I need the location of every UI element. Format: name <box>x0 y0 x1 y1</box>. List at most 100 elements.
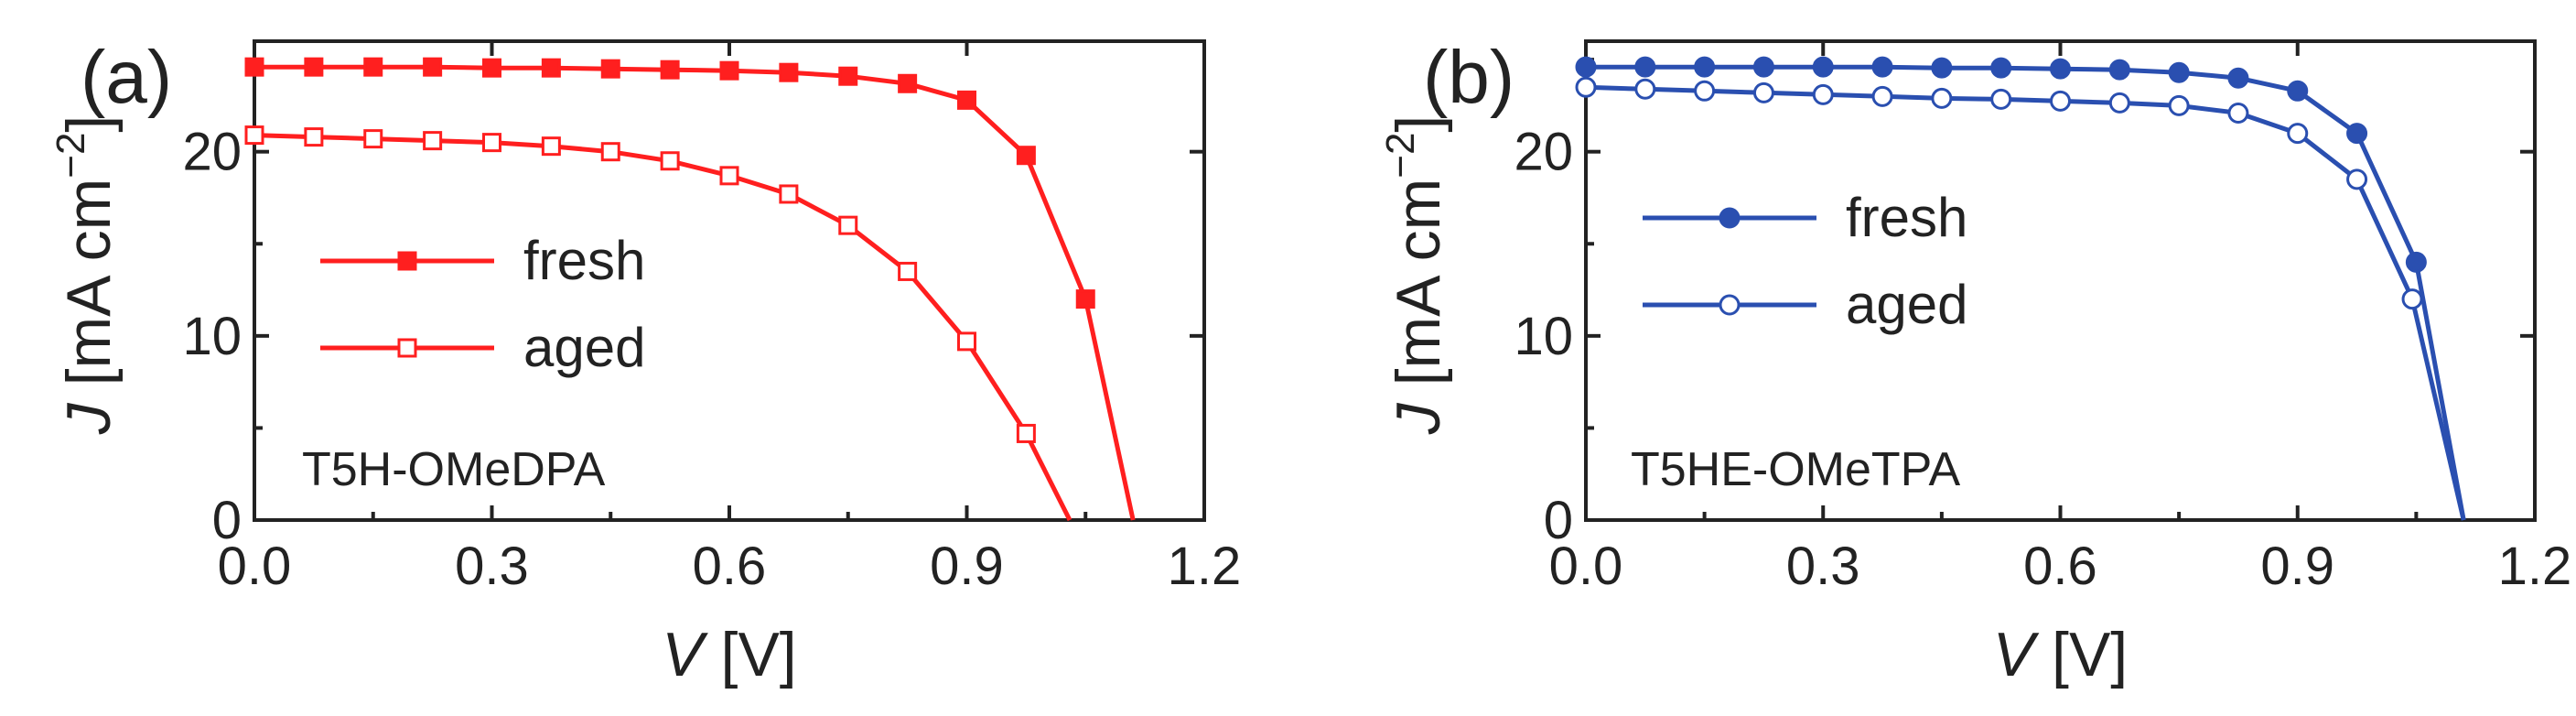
x-axis-label: V [V] <box>662 620 796 689</box>
data-point-fresh <box>2108 59 2130 81</box>
x-tick-label: 0.0 <box>1549 537 1623 596</box>
legend-marker-aged <box>397 338 417 358</box>
data-point-fresh <box>600 59 620 79</box>
x-tick-label: 0.9 <box>930 537 1004 596</box>
y-axis-close: ] <box>1384 115 1453 133</box>
x-axis-variable: V <box>662 620 708 689</box>
y-axis-close: ] <box>54 115 124 133</box>
data-point-aged <box>423 131 443 151</box>
data-point-fresh <box>838 66 858 86</box>
x-tick-label: 0.0 <box>218 537 292 596</box>
data-point-aged <box>2227 102 2249 124</box>
data-point-fresh <box>2168 61 2190 83</box>
data-point-aged <box>482 133 501 153</box>
data-point-fresh <box>2050 58 2071 80</box>
data-point-aged <box>2401 288 2423 310</box>
data-point-aged <box>2050 90 2071 112</box>
y-tick-label: 10 <box>182 307 242 366</box>
data-point-fresh <box>898 73 918 93</box>
data-point-fresh <box>957 90 976 110</box>
x-axis-unit: [V] <box>704 620 797 689</box>
x-tick-label: 0.6 <box>693 537 767 596</box>
sample-label: T5HE-OMeTPA <box>1631 443 1961 496</box>
data-point-aged <box>1752 81 1774 103</box>
y-tick-label: 10 <box>1514 307 1573 366</box>
y-axis-unit: [mA cm <box>54 179 124 404</box>
data-point-fresh <box>2227 67 2249 89</box>
legend-label-fresh: fresh <box>523 230 645 291</box>
data-point-fresh <box>541 58 561 78</box>
x-axis-variable: V <box>1993 620 2040 689</box>
data-point-aged <box>2168 94 2190 116</box>
data-point-fresh <box>1575 56 1597 78</box>
data-point-aged <box>1634 78 1656 100</box>
data-point-fresh <box>1990 57 2012 79</box>
data-point-fresh <box>779 62 799 82</box>
x-tick-label: 0.6 <box>2023 537 2097 596</box>
data-point-aged <box>660 151 680 171</box>
data-point-fresh <box>1694 56 1716 78</box>
legend-marker-aged <box>1719 294 1741 316</box>
data-point-fresh <box>2405 251 2427 273</box>
panel-a: 0.0 0.3 0.6 0.9 1.2 0 10 20 fresh aged T5H-OMeDPA (… <box>49 36 1241 689</box>
data-point-aged <box>1694 80 1716 102</box>
data-point-fresh <box>1016 146 1036 166</box>
y-tick-label: 0 <box>1544 491 1573 550</box>
y-axis-label: J [mA cm−2] <box>49 115 124 436</box>
data-point-aged <box>779 184 799 204</box>
data-point-fresh <box>304 57 324 77</box>
y-axis-label: J [mA cm−2] <box>1378 115 1453 436</box>
data-point-aged <box>838 215 858 235</box>
data-point-aged <box>1575 76 1597 98</box>
x-tick-label: 0.3 <box>455 537 529 596</box>
data-point-aged <box>898 261 918 281</box>
y-tick-label: 20 <box>182 123 242 182</box>
x-tick-label: 1.2 <box>1168 537 1242 596</box>
data-point-fresh <box>482 58 501 78</box>
y-axis-variable: J <box>54 402 124 435</box>
data-point-aged <box>1016 423 1036 443</box>
sample-label: T5H-OMeDPA <box>302 443 606 496</box>
data-point-aged <box>304 127 324 147</box>
series-line-aged <box>1585 84 2466 521</box>
data-point-aged <box>1990 88 2012 110</box>
data-point-fresh <box>2287 80 2309 102</box>
y-axis-exponent: −2 <box>49 133 93 179</box>
panel-label: (a) <box>81 36 172 119</box>
data-point-fresh <box>1752 56 1774 78</box>
data-point-fresh <box>1634 56 1656 78</box>
data-point-aged <box>1812 83 1834 105</box>
data-point-aged <box>363 129 383 149</box>
data-point-fresh <box>1075 289 1095 309</box>
y-tick-label: 20 <box>1514 123 1573 182</box>
data-point-aged <box>600 142 620 162</box>
data-point-aged <box>957 331 976 352</box>
x-axis-unit: [V] <box>2034 620 2128 689</box>
x-tick-label: 0.3 <box>1786 537 1860 596</box>
data-point-fresh <box>244 57 264 77</box>
legend-label-aged: aged <box>523 317 645 378</box>
legend-marker-fresh <box>397 251 417 271</box>
legend-marker-fresh <box>1719 207 1741 229</box>
data-point-fresh <box>660 60 680 80</box>
series-line-fresh <box>1586 64 2466 521</box>
legend-label-aged: aged <box>1846 274 1967 335</box>
x-tick-label: 1.2 <box>2498 537 2572 596</box>
data-point-fresh <box>719 60 739 81</box>
data-point-fresh <box>363 57 383 77</box>
data-point-fresh <box>1812 56 1834 78</box>
panel-b: 0.0 0.3 0.6 0.9 1.2 0 10 20 fresh aged T5HE-OMeTPA… <box>1378 36 2571 689</box>
data-point-aged <box>719 166 739 186</box>
data-point-aged <box>244 125 264 146</box>
y-axis-variable: J <box>1384 402 1453 435</box>
y-tick-label: 0 <box>212 491 242 550</box>
data-point-fresh <box>1931 57 1953 79</box>
data-point-aged <box>541 136 561 157</box>
legend-label-fresh: fresh <box>1846 187 1967 248</box>
data-point-aged <box>1871 85 1893 107</box>
y-axis-unit: [mA cm <box>1384 179 1453 404</box>
data-point-fresh <box>1871 56 1893 78</box>
data-point-aged <box>2287 123 2309 145</box>
data-point-aged <box>1931 87 1953 109</box>
